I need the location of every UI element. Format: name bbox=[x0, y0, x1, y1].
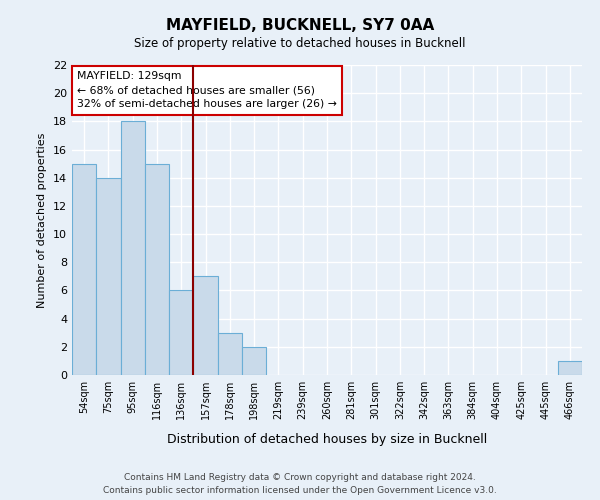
Text: Contains HM Land Registry data © Crown copyright and database right 2024.
Contai: Contains HM Land Registry data © Crown c… bbox=[103, 474, 497, 495]
Bar bbox=[218, 332, 242, 375]
Text: MAYFIELD: 129sqm
← 68% of detached houses are smaller (56)
32% of semi-detached : MAYFIELD: 129sqm ← 68% of detached house… bbox=[77, 71, 337, 109]
Bar bbox=[169, 290, 193, 375]
Bar bbox=[242, 347, 266, 375]
Bar bbox=[558, 361, 582, 375]
Bar bbox=[193, 276, 218, 375]
Y-axis label: Number of detached properties: Number of detached properties bbox=[37, 132, 47, 308]
Bar bbox=[145, 164, 169, 375]
Bar bbox=[96, 178, 121, 375]
Bar bbox=[72, 164, 96, 375]
X-axis label: Distribution of detached houses by size in Bucknell: Distribution of detached houses by size … bbox=[167, 433, 487, 446]
Text: Size of property relative to detached houses in Bucknell: Size of property relative to detached ho… bbox=[134, 38, 466, 51]
Bar bbox=[121, 122, 145, 375]
Text: MAYFIELD, BUCKNELL, SY7 0AA: MAYFIELD, BUCKNELL, SY7 0AA bbox=[166, 18, 434, 32]
